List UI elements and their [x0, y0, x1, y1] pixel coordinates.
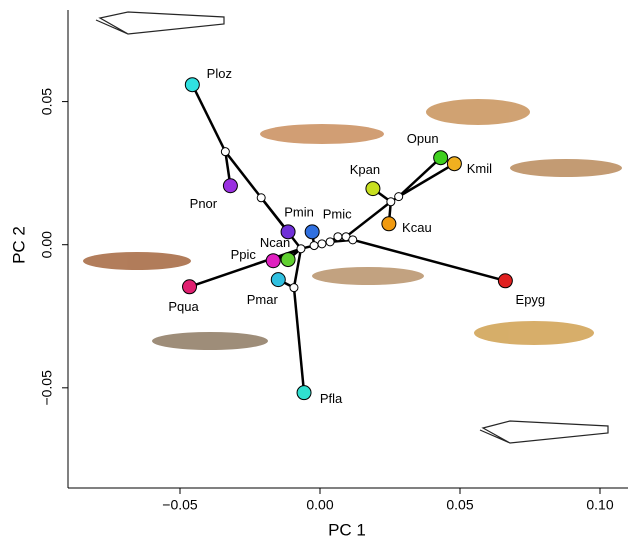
taxon-label: Epyg — [516, 292, 546, 307]
ancestral-node — [334, 233, 342, 241]
taxon-label: Pmic — [323, 206, 352, 221]
y-axis-title: PC 2 — [9, 226, 28, 264]
tree-edge — [192, 85, 225, 152]
ancestral-node — [290, 284, 298, 292]
fish-image — [152, 332, 268, 350]
ancestral-node — [387, 198, 395, 206]
taxon-point — [434, 151, 448, 165]
x-tick-label: 0.10 — [586, 497, 613, 513]
taxon-point — [271, 273, 285, 287]
shape-wireframe — [96, 12, 224, 34]
y-tick-label: −0.05 — [39, 370, 55, 406]
taxon-label: Pfla — [320, 391, 343, 406]
ancestral-node — [221, 148, 229, 156]
taxon-point — [223, 179, 237, 193]
taxon-label: Ncan — [260, 235, 290, 250]
taxon-point — [297, 386, 311, 400]
fish-image — [312, 267, 424, 285]
ancestral-node — [326, 238, 334, 246]
taxon-point — [366, 182, 380, 196]
taxon-point — [305, 225, 319, 239]
taxon-point — [266, 254, 280, 268]
chart: PC 1 PC 2 −0.05 0.00 0.05 0.10 −0.05 0.00 0.05… — [0, 0, 640, 543]
x-axis-title: PC 1 — [328, 520, 366, 539]
tree-edge — [399, 158, 441, 197]
fish-image — [260, 124, 384, 144]
ancestral-node — [318, 240, 326, 248]
decorations — [83, 12, 622, 443]
fish-image — [474, 321, 594, 345]
taxon-point — [183, 280, 197, 294]
taxon-label: Pnor — [190, 196, 218, 211]
ancestral-node — [257, 194, 265, 202]
y-tick-label: 0.05 — [39, 88, 55, 115]
y-tick-label: 0.00 — [39, 231, 55, 258]
tree-edge — [399, 164, 455, 197]
fish-image — [83, 252, 191, 270]
taxon-label: Opun — [407, 131, 439, 146]
x-tick-label: 0.05 — [446, 497, 473, 513]
fish-image — [426, 99, 530, 125]
taxon-label: Kcau — [402, 220, 432, 235]
tree-edge — [294, 288, 304, 393]
x-tick-label: 0.00 — [306, 497, 333, 513]
taxon-point — [281, 253, 295, 267]
ancestral-node — [310, 242, 318, 250]
ancestral-node — [297, 245, 305, 253]
taxon-point — [498, 274, 512, 288]
taxon-point — [185, 78, 199, 92]
fish-image — [510, 159, 622, 177]
ancestral-node — [349, 236, 357, 244]
taxon-point — [382, 217, 396, 231]
taxon-label: Kpan — [350, 162, 380, 177]
taxon-label: Pmin — [284, 204, 314, 219]
x-tick-label: −0.05 — [162, 497, 198, 513]
taxon-label: Pmar — [247, 292, 279, 307]
taxon-label: Ppic — [231, 247, 257, 262]
ancestral-node — [395, 193, 403, 201]
taxon-label: Kmil — [467, 161, 492, 176]
taxon-label: Ploz — [207, 66, 232, 81]
taxon-label: Pqua — [168, 299, 199, 314]
shape-wireframe — [480, 421, 608, 443]
taxon-point — [447, 157, 461, 171]
